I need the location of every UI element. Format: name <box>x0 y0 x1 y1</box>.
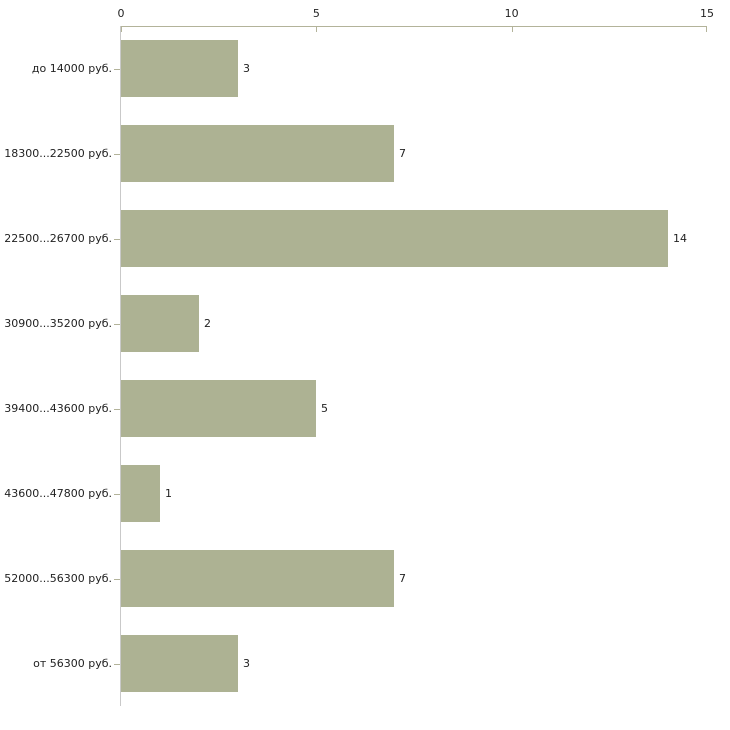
x-axis-tick <box>121 26 122 32</box>
y-axis-tick <box>114 579 120 580</box>
bar[interactable] <box>121 125 394 182</box>
y-axis-tick <box>114 409 120 410</box>
bar[interactable] <box>121 380 316 437</box>
x-axis-tick <box>316 26 318 32</box>
bar[interactable] <box>121 40 238 97</box>
bar[interactable] <box>121 635 238 692</box>
category-label: 52000...56300 руб. <box>4 571 112 585</box>
y-axis-line <box>120 26 121 706</box>
x-axis-tick-label: 5 <box>312 7 320 20</box>
category-label: 39400...43600 руб. <box>4 401 112 415</box>
bar[interactable] <box>121 210 668 267</box>
x-axis-tick <box>511 26 513 32</box>
x-axis-line <box>121 26 707 27</box>
x-axis-tick-label: 0 <box>117 7 125 20</box>
bar[interactable] <box>121 295 199 352</box>
y-axis-tick <box>114 69 120 70</box>
category-label: 43600...47800 руб. <box>4 486 112 500</box>
bar-value-label: 3 <box>243 61 250 75</box>
category-label: 30900...35200 руб. <box>4 316 112 330</box>
y-axis-tick <box>114 239 120 240</box>
x-axis-tick <box>706 26 707 32</box>
category-label: 18300...22500 руб. <box>4 146 112 160</box>
bar[interactable] <box>121 550 394 607</box>
bar-value-label: 1 <box>165 486 172 500</box>
bar-value-label: 3 <box>243 656 250 670</box>
bar-value-label: 7 <box>399 571 406 585</box>
x-axis-tick-label: 15 <box>700 7 714 20</box>
x-axis-tick-label: 10 <box>504 7 519 20</box>
y-axis-tick <box>114 154 120 155</box>
bar-value-label: 14 <box>673 231 687 245</box>
bar-value-label: 2 <box>204 316 211 330</box>
bar[interactable] <box>121 465 160 522</box>
category-label: от 56300 руб. <box>33 656 112 670</box>
category-label: до 14000 руб. <box>31 61 112 75</box>
y-axis-tick <box>114 324 120 325</box>
bar-value-label: 7 <box>399 146 406 160</box>
category-label: 22500...26700 руб. <box>4 231 112 245</box>
bar-value-label: 5 <box>321 401 328 415</box>
y-axis-tick <box>114 664 120 665</box>
y-axis-tick <box>114 494 120 495</box>
